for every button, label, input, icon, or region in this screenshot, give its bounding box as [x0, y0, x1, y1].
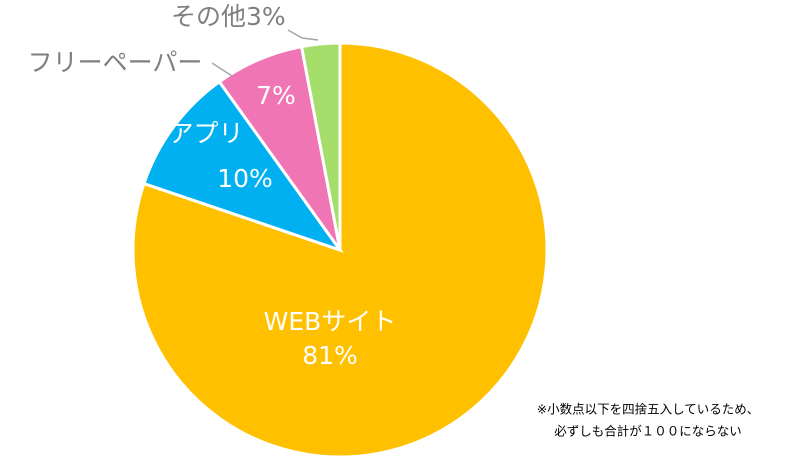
category-label: WEBサイト [264, 307, 397, 336]
category-label: アプリ [168, 119, 243, 148]
category-label: その他 [171, 2, 246, 31]
category-label: フリーペーパー [28, 48, 203, 77]
pie-slice [142, 79, 344, 253]
note: ※小数点以下を四捨五入しているため、 [537, 402, 760, 417]
note: 必ずしも合計が１００にならない [554, 424, 742, 439]
value-label: 3% [246, 2, 286, 31]
leader-line [287, 29, 319, 41]
value-label: 81% [302, 341, 358, 370]
value-label: 7% [256, 81, 296, 110]
value-label: 10% [217, 164, 273, 193]
pie-slice [299, 41, 342, 251]
leader-line [211, 62, 233, 77]
